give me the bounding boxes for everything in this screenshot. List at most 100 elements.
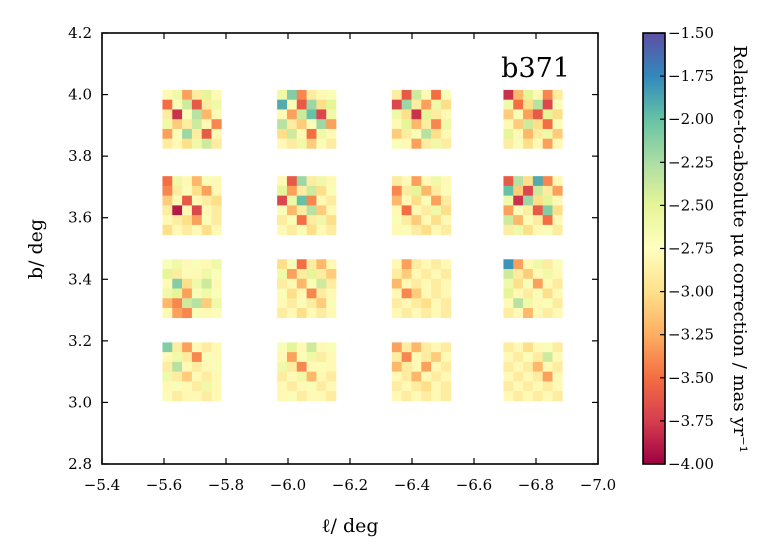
cell xyxy=(523,176,534,187)
cell xyxy=(326,176,337,187)
cell xyxy=(191,361,203,372)
colorbar-tick-label: −2.25 xyxy=(668,153,714,171)
cell xyxy=(316,361,327,372)
cell xyxy=(211,342,222,353)
colorbar-tick-label: −2.00 xyxy=(668,110,714,128)
cell xyxy=(182,205,193,216)
tile-2-0 xyxy=(162,259,222,319)
cell xyxy=(513,176,524,187)
cell xyxy=(401,89,412,100)
cell xyxy=(286,371,298,382)
cell xyxy=(542,298,553,309)
tile-2-3 xyxy=(503,259,563,319)
cell xyxy=(201,269,212,280)
cell xyxy=(391,352,402,363)
cell xyxy=(421,99,432,110)
cell xyxy=(532,109,544,120)
cell xyxy=(296,381,307,392)
cell xyxy=(162,215,173,226)
cell xyxy=(182,298,193,309)
cell xyxy=(326,109,337,120)
colorbar-tick-label: −3.75 xyxy=(668,412,714,430)
x-tick-label: −5.4 xyxy=(84,476,120,494)
cell xyxy=(503,128,514,139)
cell xyxy=(440,308,452,319)
cell xyxy=(523,128,534,139)
cell xyxy=(401,342,412,353)
cell xyxy=(421,371,432,382)
cell xyxy=(513,371,524,382)
cell xyxy=(286,259,298,270)
cell xyxy=(306,128,317,139)
cell xyxy=(277,391,288,402)
cell xyxy=(211,308,222,319)
cell xyxy=(411,288,422,299)
cell xyxy=(201,195,212,206)
cell xyxy=(532,138,544,149)
cell xyxy=(421,195,432,206)
cell xyxy=(191,205,203,216)
cell xyxy=(391,288,402,299)
cell xyxy=(513,128,524,139)
cell xyxy=(421,128,432,139)
cell xyxy=(211,278,222,289)
cell xyxy=(513,288,524,299)
cell xyxy=(391,278,402,289)
cell xyxy=(296,138,307,149)
cell xyxy=(182,215,193,226)
cell xyxy=(172,185,183,196)
cell xyxy=(211,119,222,130)
cell xyxy=(296,205,307,216)
x-tick-label: −5.6 xyxy=(146,476,182,494)
cell xyxy=(391,128,402,139)
cell xyxy=(440,89,452,100)
cell xyxy=(296,215,307,226)
cell xyxy=(296,128,307,139)
tile-1-1 xyxy=(277,176,337,235)
cell xyxy=(296,269,307,280)
cell xyxy=(326,308,337,319)
cell xyxy=(211,109,222,120)
cell xyxy=(182,176,193,187)
cell xyxy=(162,128,173,139)
y-axis-label: b/ deg xyxy=(25,219,47,279)
cell xyxy=(201,119,212,130)
cell xyxy=(306,288,317,299)
cell xyxy=(552,259,563,270)
cell xyxy=(191,185,203,196)
cell xyxy=(421,185,432,196)
y-tick-label: 3.6 xyxy=(68,209,92,227)
cell xyxy=(211,138,222,149)
cell xyxy=(162,185,173,196)
cell xyxy=(326,288,337,299)
cell xyxy=(552,391,563,402)
cell xyxy=(421,205,432,216)
cell xyxy=(326,195,337,206)
cell xyxy=(542,138,553,149)
cell xyxy=(391,99,402,110)
cell xyxy=(523,381,534,392)
cell xyxy=(440,205,452,216)
cell xyxy=(277,371,288,382)
cell xyxy=(431,278,442,289)
cell xyxy=(421,119,432,130)
cell xyxy=(401,128,412,139)
cell xyxy=(162,371,173,382)
cell xyxy=(162,288,173,299)
cell xyxy=(172,371,183,382)
cell xyxy=(391,138,402,149)
cell xyxy=(316,119,327,130)
cell xyxy=(411,259,422,270)
cell xyxy=(326,215,337,226)
cell xyxy=(411,361,422,372)
cell xyxy=(391,195,402,206)
heatmap-tiles xyxy=(162,89,563,402)
cell xyxy=(542,89,553,100)
cell xyxy=(316,109,327,120)
cell xyxy=(440,195,452,206)
cell xyxy=(172,298,183,309)
cell xyxy=(182,361,193,372)
cell xyxy=(296,89,307,100)
cell xyxy=(401,269,412,280)
cell xyxy=(552,138,563,149)
